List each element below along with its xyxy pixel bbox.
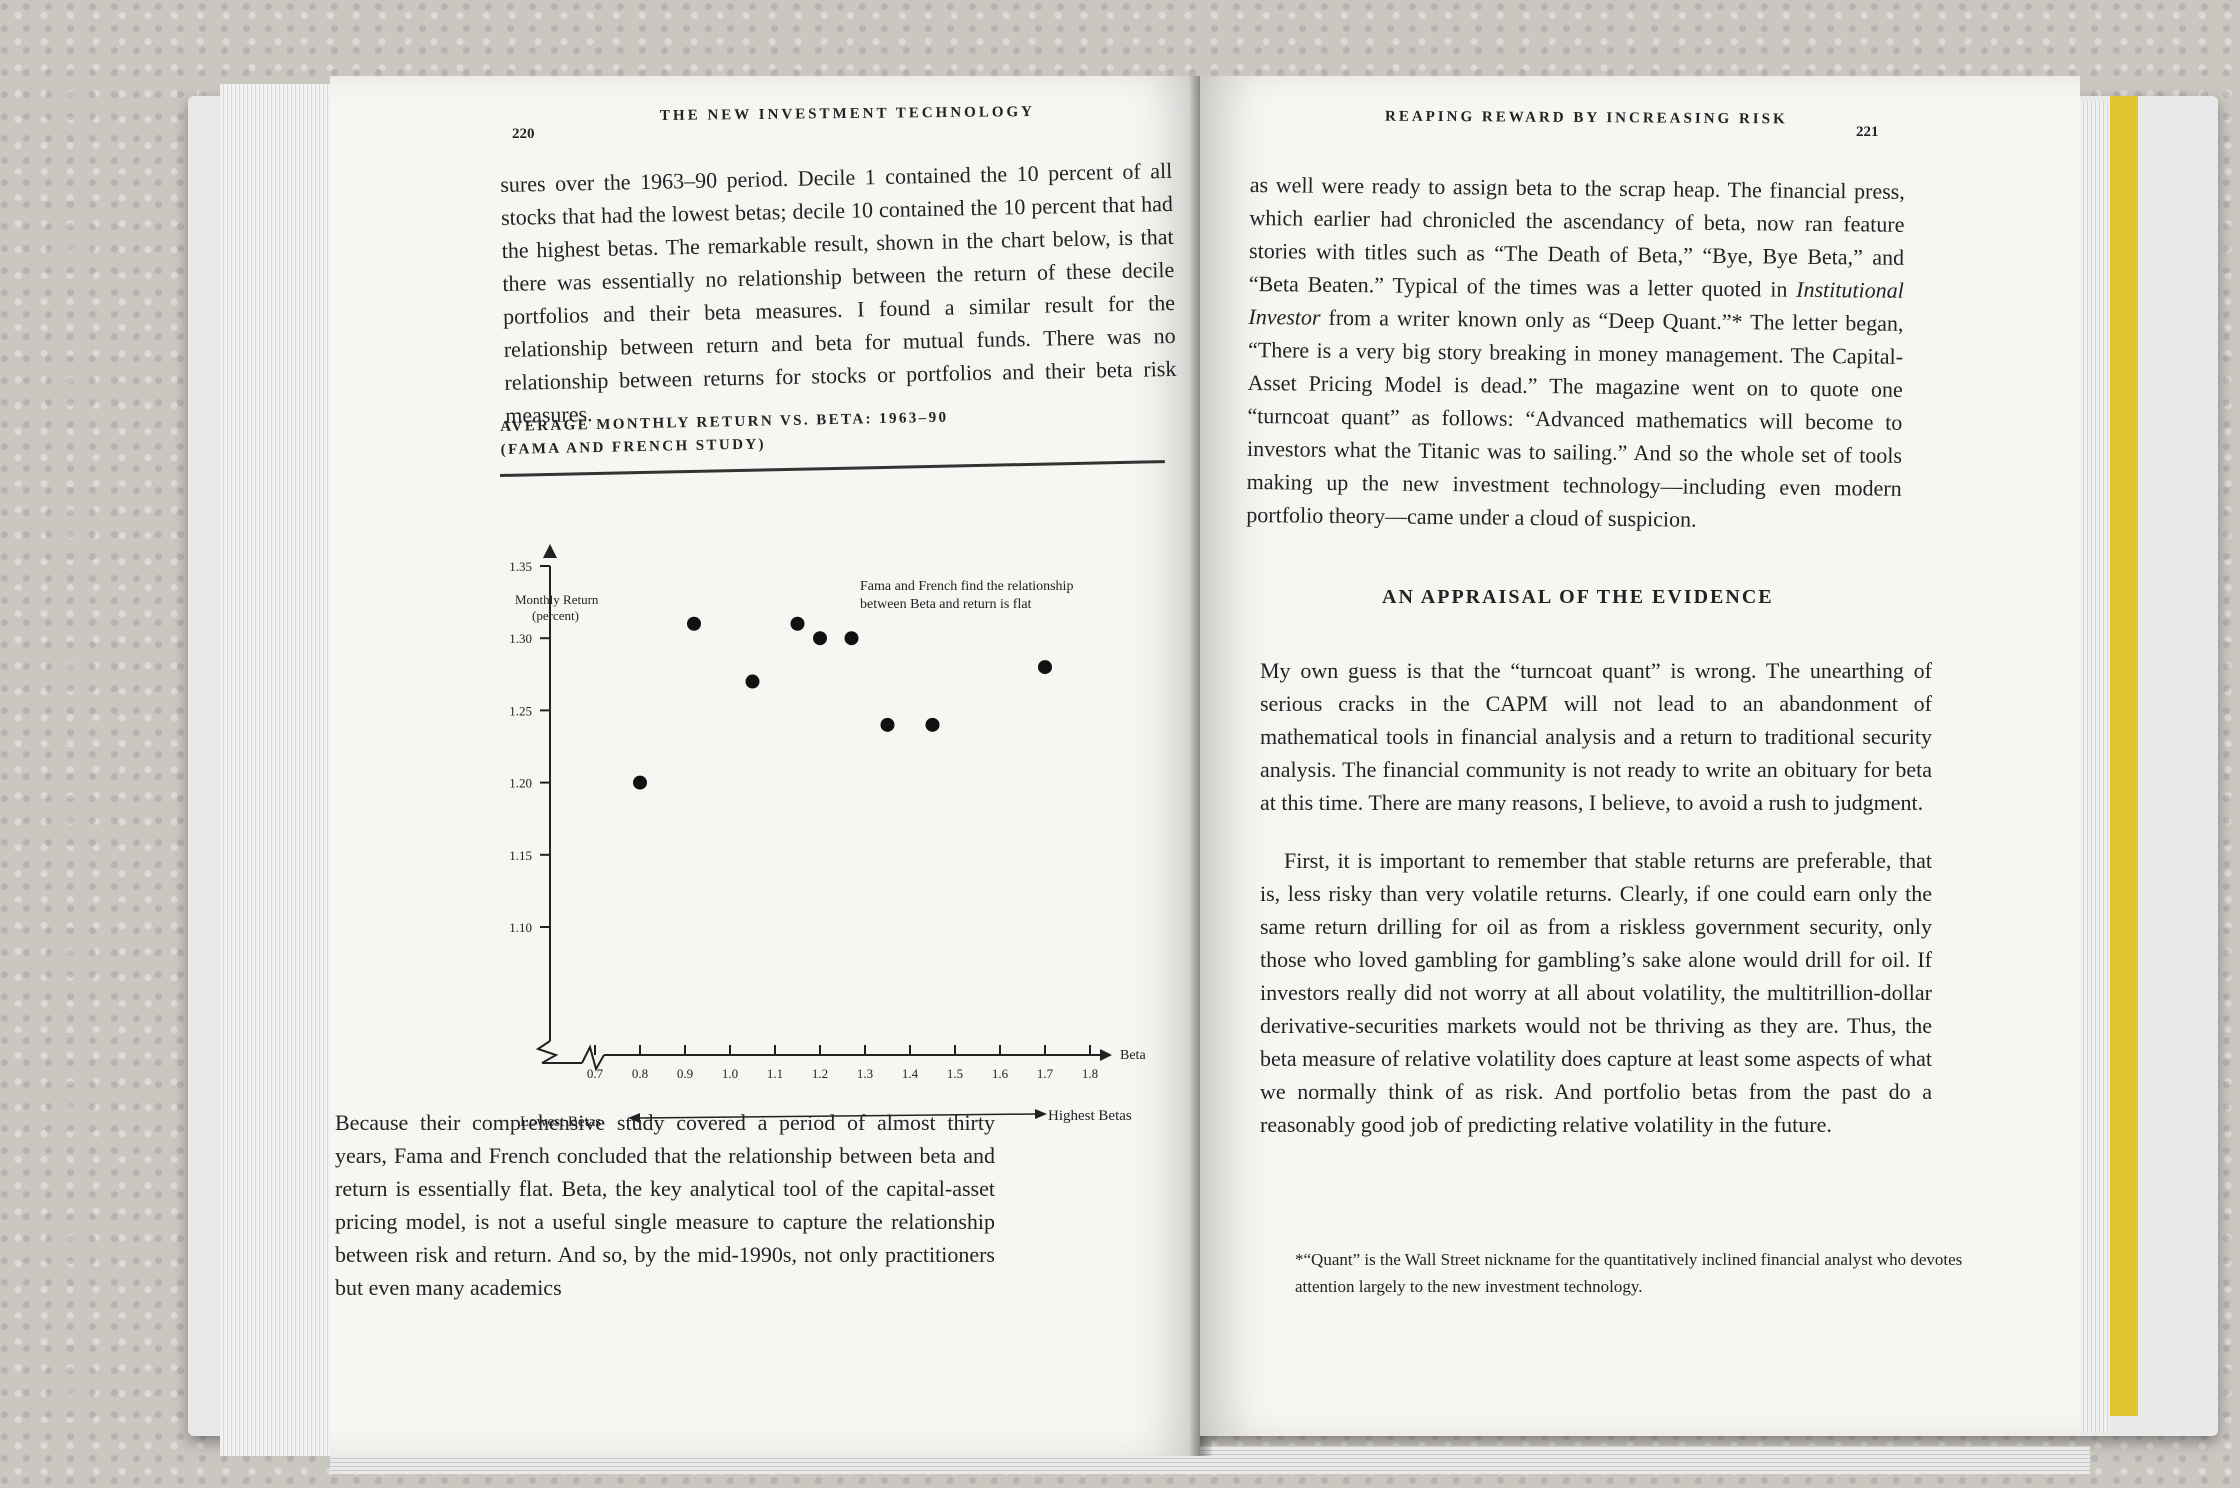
- body-paragraph-1: as well were ready to assign beta to the…: [1246, 168, 1905, 538]
- beta-return-scatter-chart: 1.35 1.30 1.25 1.20 1.15 1.10 0.7 0.8 0.9 1.0 1.1 1…: [509, 544, 1146, 1130]
- x-tick-label: 1.0: [722, 1066, 738, 1081]
- y-tick-label: 1.10: [509, 920, 532, 935]
- data-point: [745, 674, 760, 689]
- x-axis-arrow: [1100, 1049, 1112, 1061]
- chart-title: AVERAGE MONTHLY RETURN VS. BETA: 1963–90…: [500, 407, 949, 462]
- body-paragraph-top: sures over the 1963–90 period. Decile 1 …: [500, 157, 1177, 428]
- left-page: 220 THE NEW INVESTMENT TECHNOLOGY sures …: [330, 76, 1200, 1456]
- x-tick-label: 1.3: [857, 1066, 873, 1081]
- highest-betas-label: Highest Betas: [1048, 1108, 1132, 1124]
- body-paragraph-2: My own guess is that the “turncoat quant…: [1260, 658, 1932, 815]
- beta-range-arrow-right: [1035, 1109, 1047, 1119]
- y-tick-label: 1.35: [509, 559, 532, 574]
- x-tick-label: 1.4: [902, 1066, 919, 1081]
- running-head: REAPING REWARD BY INCREASING RISK: [1384, 108, 1788, 128]
- data-point: [790, 616, 805, 631]
- section-heading: AN APPRAISAL OF THE EVIDENCE: [1382, 586, 1774, 608]
- data-point: [925, 717, 940, 732]
- data-point: [687, 616, 701, 631]
- x-axis-label: Beta: [1120, 1048, 1146, 1063]
- x-tick-label: 0.8: [632, 1066, 648, 1081]
- book-cover-yellow-edge: [2110, 96, 2138, 1416]
- data-point: [633, 775, 647, 790]
- beta-range-arrow-line: [639, 1113, 1036, 1119]
- y-axis-arrow: [543, 544, 557, 558]
- y-tick-label: 1.15: [509, 848, 532, 863]
- chart-title-rule: [500, 460, 1165, 477]
- data-point: [1038, 660, 1052, 675]
- left-page-stack: [220, 84, 350, 1456]
- running-head: THE NEW INVESTMENT TECHNOLOGY: [659, 104, 1036, 124]
- data-point: [844, 631, 859, 646]
- body-paragraph-3: First, it is important to remember that …: [1260, 848, 1932, 1137]
- y-tick-label: 1.30: [509, 631, 532, 646]
- page-number: 220: [512, 126, 535, 142]
- x-tick-label: 1.2: [812, 1066, 828, 1081]
- para1-text-b: from a writer known only as “Deep Quant.…: [1246, 304, 1904, 532]
- chart-annotation-line2: between Beta and return is flat: [860, 597, 1032, 612]
- body-paragraph-bottom: Because their comprehensive study covere…: [335, 1110, 995, 1300]
- y-axis-label-line1: Monthly Return: [515, 592, 599, 607]
- chart-annotation-line1: Fama and French find the relationship: [860, 579, 1073, 594]
- lowest-betas-label: Lowest Betas: [520, 1114, 601, 1130]
- page-number: 221: [1856, 124, 1879, 140]
- x-tick-label: 1.5: [947, 1066, 963, 1081]
- y-tick-label: 1.25: [509, 703, 532, 718]
- x-tick-label: 1.6: [992, 1066, 1009, 1081]
- y-axis-label-line2: (percent): [532, 608, 579, 623]
- x-tick-label: 1.7: [1037, 1066, 1054, 1081]
- y-tick-label: 1.20: [509, 776, 532, 791]
- right-page: REAPING REWARD BY INCREASING RISK 221 as…: [1200, 76, 2080, 1436]
- data-point: [813, 631, 827, 646]
- data-point: [880, 717, 895, 732]
- x-tick-label: 1.8: [1082, 1066, 1098, 1081]
- x-tick-label: 1.1: [767, 1066, 783, 1081]
- x-axis-break: [581, 1044, 605, 1072]
- x-tick-label: 0.9: [677, 1066, 693, 1081]
- y-axis-break: [535, 1040, 559, 1064]
- x-tick-label: 0.7: [587, 1066, 604, 1081]
- footnote: *“Quant” is the Wall Street nickname for…: [1295, 1250, 1963, 1296]
- beta-range-arrow-left: [628, 1113, 640, 1123]
